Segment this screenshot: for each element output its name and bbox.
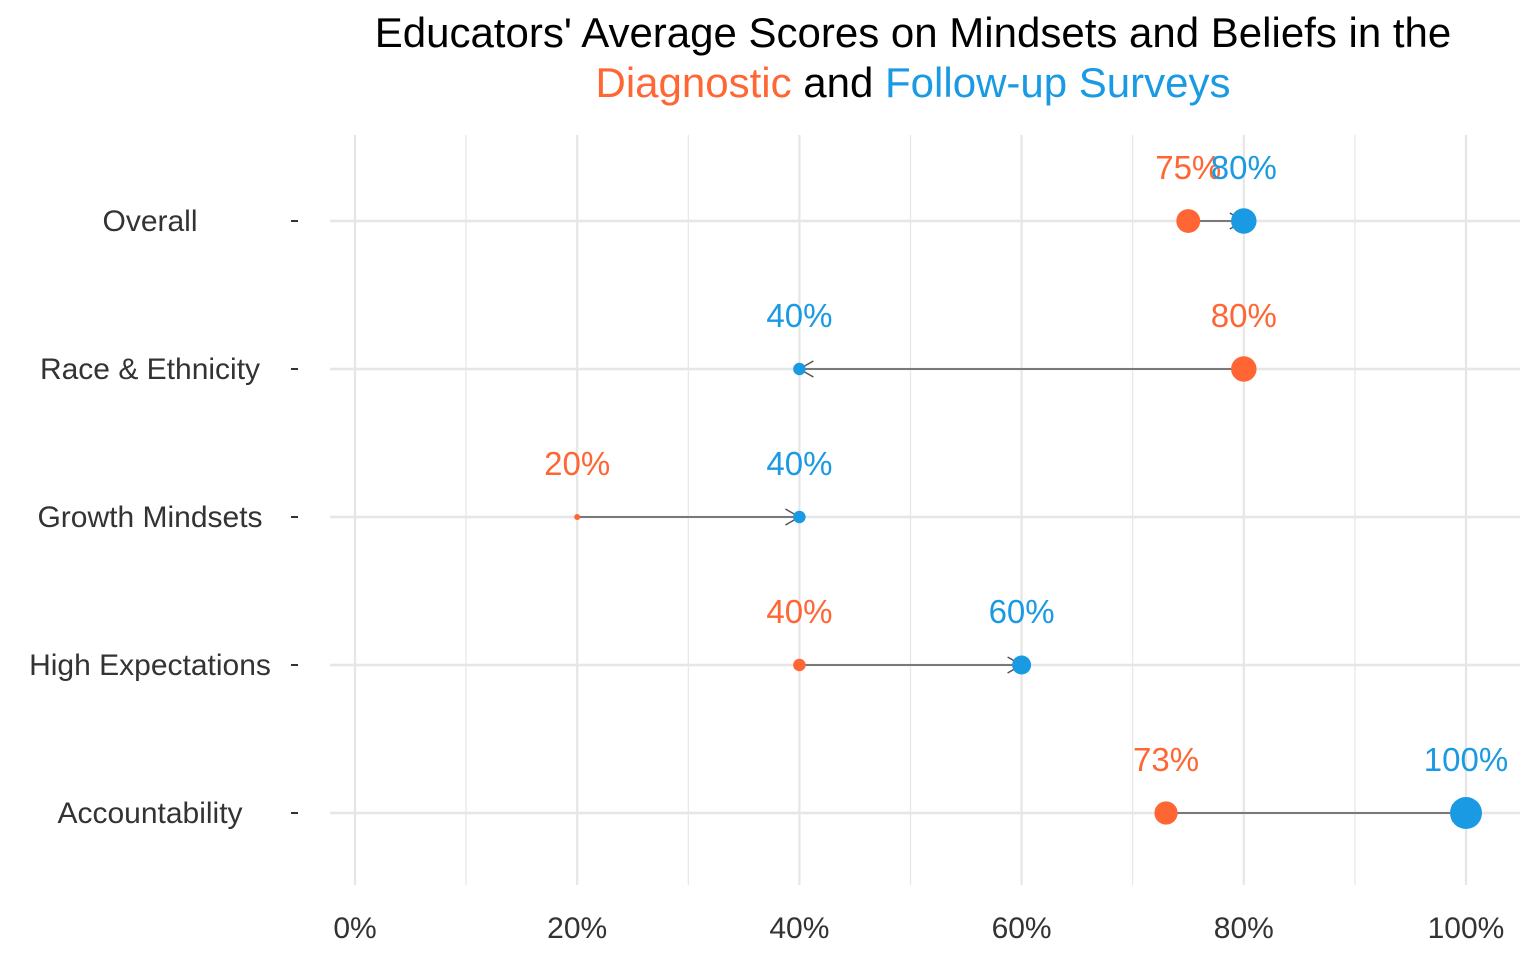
arrow-layer	[577, 212, 1468, 822]
category-label: Accountability	[57, 797, 242, 830]
followup-value-label: 40%	[766, 297, 832, 334]
title-and-word: and	[791, 59, 886, 106]
followup-point	[1450, 797, 1482, 829]
diagnostic-point	[1154, 801, 1178, 825]
category-label: Overall	[102, 205, 197, 238]
followup-point	[793, 362, 806, 376]
followup-point	[1012, 655, 1032, 675]
diagnostic-point	[1231, 356, 1257, 382]
category-label: High Expectations	[29, 649, 271, 682]
followup-value-label: 40%	[766, 445, 832, 482]
diagnostic-value-label: 80%	[1211, 297, 1277, 334]
diagnostic-value-label: 75%	[1155, 149, 1221, 186]
chart-title-line2: Diagnostic and Follow-up Surveys	[0, 58, 1536, 108]
point-layer	[574, 208, 1482, 829]
title-followup-word: Follow-up Surveys	[885, 59, 1231, 106]
x-tick-label: 80%	[1214, 912, 1274, 945]
x-axis: 0% 20% 40% 60% 80% 100%	[333, 912, 1504, 945]
x-tick-label: 0%	[333, 912, 376, 945]
chart-title: Educators' Average Scores on Mindsets an…	[0, 8, 1536, 108]
diagnostic-point	[574, 514, 581, 520]
x-tick-label: 40%	[769, 912, 829, 945]
grid-layer	[330, 135, 1520, 885]
category-label: Race & Ethnicity	[40, 353, 260, 386]
followup-value-label: 100%	[1424, 741, 1508, 778]
diagnostic-value-label: 73%	[1133, 741, 1199, 778]
category-label: Growth Mindsets	[37, 501, 262, 534]
diagnostic-value-label: 20%	[544, 445, 610, 482]
followup-value-label: 80%	[1211, 149, 1277, 186]
chart-title-line1: Educators' Average Scores on Mindsets an…	[374, 9, 1452, 56]
followup-point	[793, 510, 806, 524]
category-axis: Overall Race & Ethnicity Growth Mindsets Hi…	[29, 205, 298, 830]
x-tick-label: 60%	[992, 912, 1052, 945]
diagnostic-point	[1176, 209, 1201, 233]
data-label-layer: 75%80%80%40%20% 40%40% 60%73% 100%	[544, 149, 1508, 778]
diagnostic-point	[793, 658, 806, 672]
followup-value-label: 60%	[989, 593, 1055, 630]
followup-point	[1231, 208, 1257, 234]
x-tick-label: 20%	[547, 912, 607, 945]
x-tick-label: 100%	[1428, 912, 1505, 945]
diagnostic-value-label: 40%	[766, 593, 832, 630]
title-diagnostic-word: Diagnostic	[595, 59, 792, 106]
